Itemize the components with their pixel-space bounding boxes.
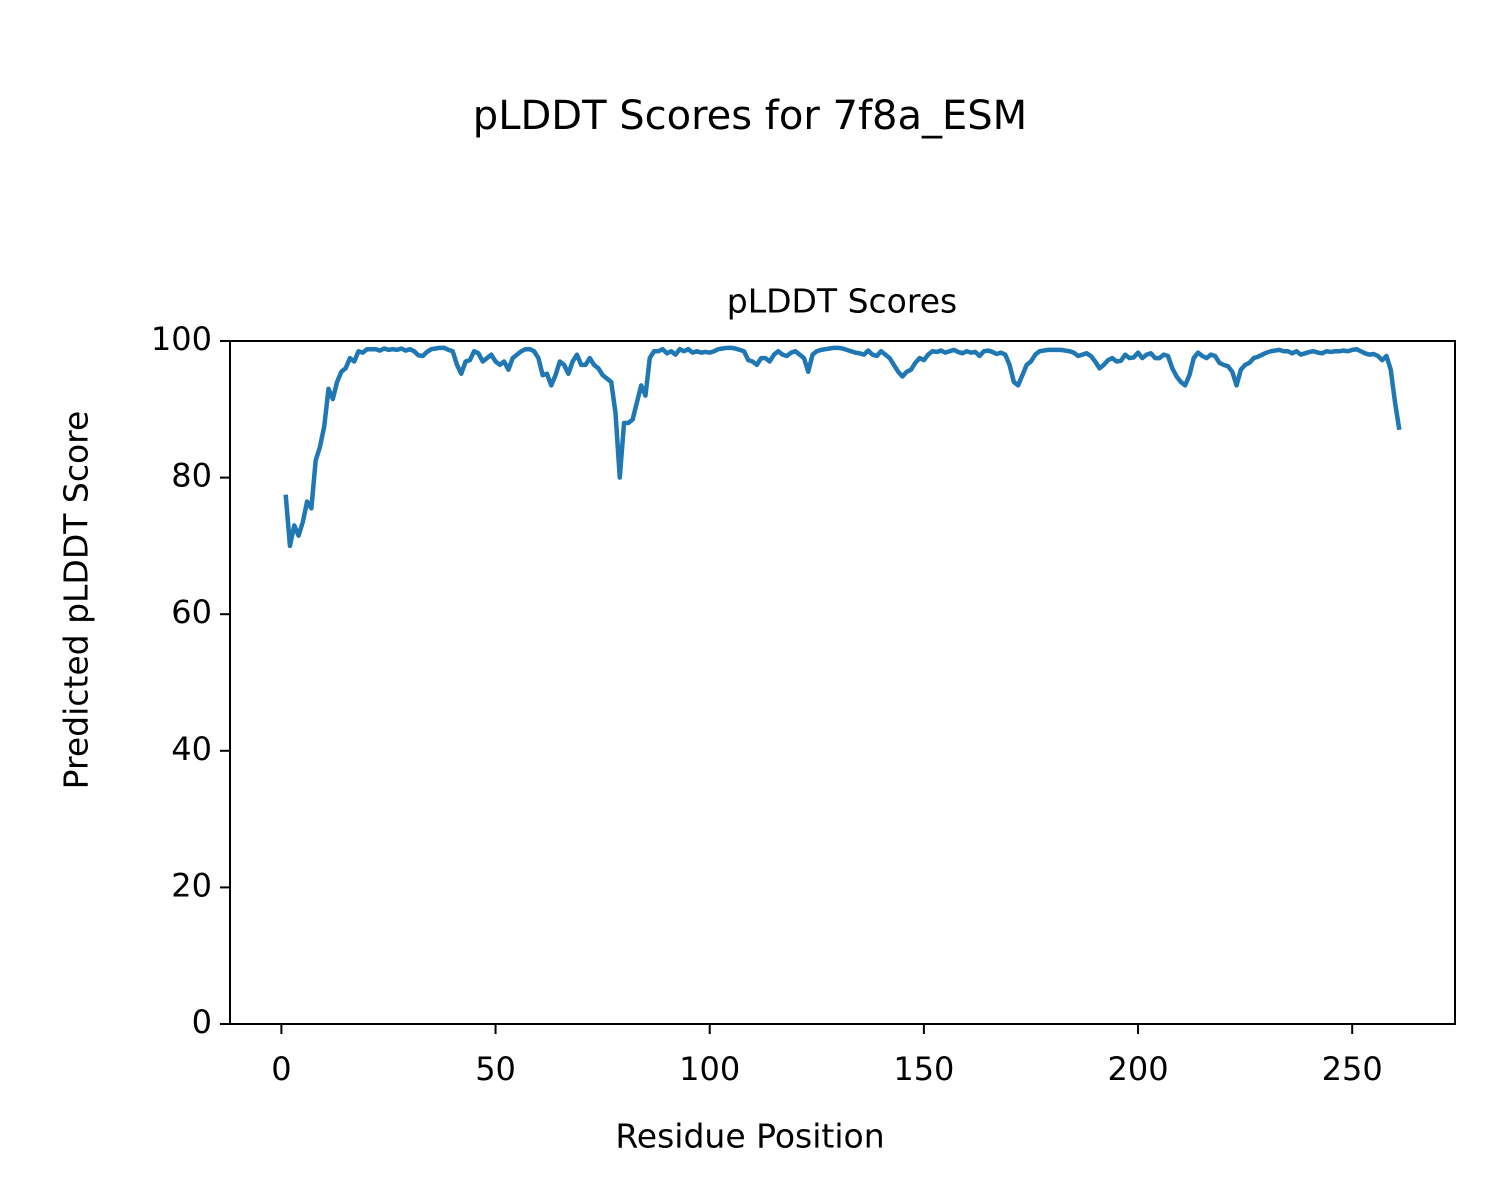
x-axis-label: Residue Position <box>615 1117 884 1156</box>
y-tick-label: 100 <box>151 320 212 358</box>
x-tick-label: 0 <box>271 1050 291 1088</box>
y-tick-label: 40 <box>171 730 212 768</box>
x-tick-label: 250 <box>1322 1050 1383 1088</box>
chart-title: pLDDT Scores for 7f8a_ESM <box>473 93 1027 139</box>
x-tick-label: 200 <box>1108 1050 1169 1088</box>
line-series <box>283 345 1402 549</box>
y-tick-label: 0 <box>192 1003 212 1041</box>
x-tick-label: 150 <box>893 1050 954 1088</box>
chart-subtitle: pLDDT Scores <box>727 282 957 321</box>
y-axis-label: Predicted pLDDT Score <box>57 411 96 790</box>
y-tick-label: 20 <box>171 866 212 904</box>
plot-frame <box>229 340 1456 1025</box>
y-tick-label: 80 <box>171 457 212 495</box>
x-tick-label: 100 <box>679 1050 740 1088</box>
y-tick-label: 60 <box>171 593 212 631</box>
x-tick-label: 50 <box>475 1050 516 1088</box>
